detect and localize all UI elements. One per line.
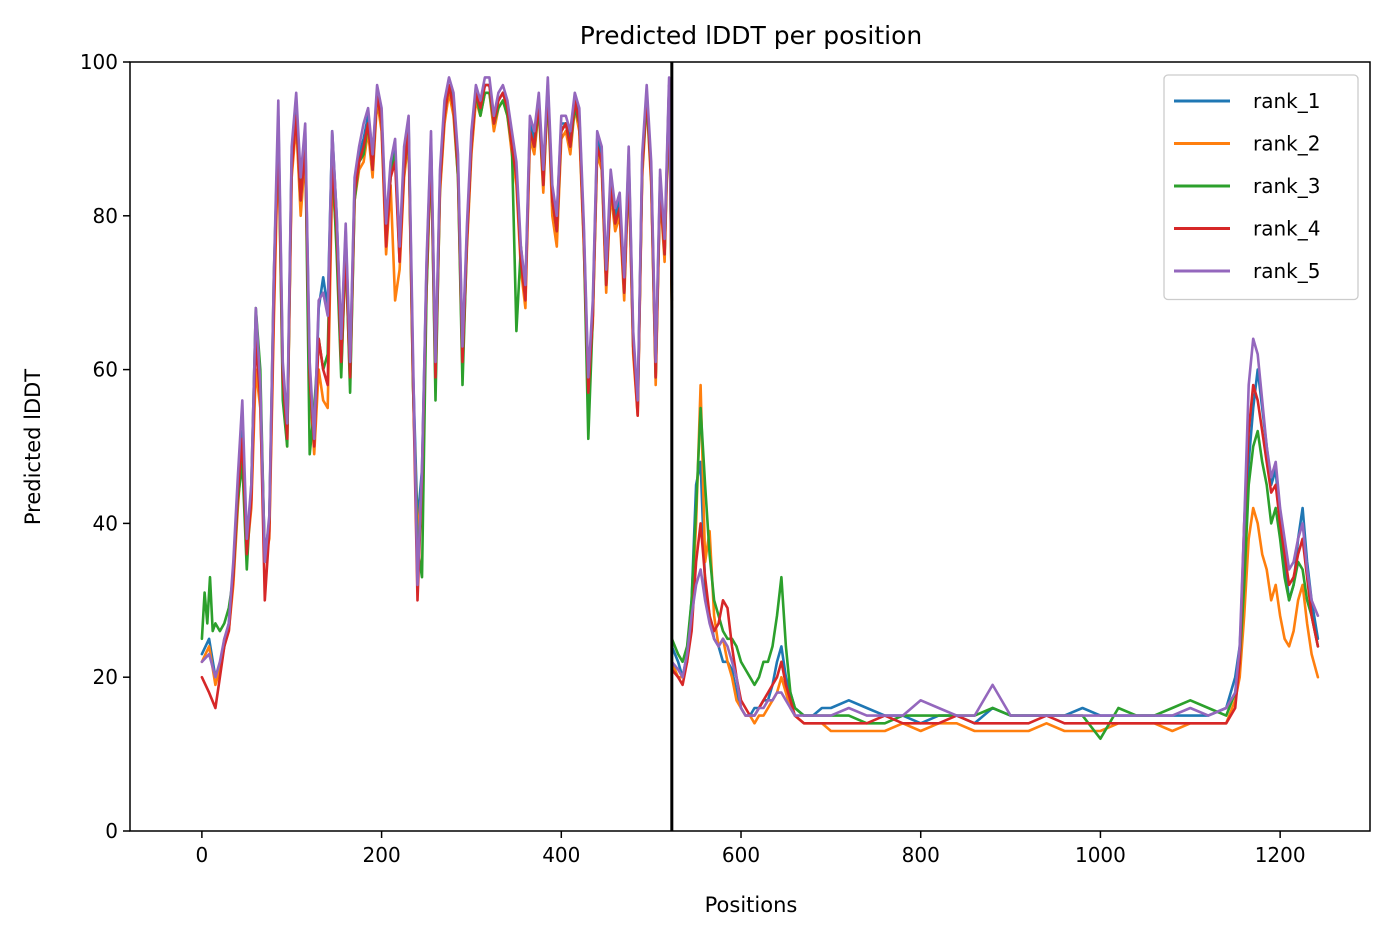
y-tick-label: 60	[93, 358, 118, 382]
legend: rank_1 rank_2 rank_3 rank_4 rank_5	[1163, 74, 1359, 301]
legend-label-rank_2: rank_2	[1253, 132, 1320, 156]
y-axis-title: Predicted lDDT	[21, 369, 45, 525]
y-tick-label: 40	[93, 511, 118, 535]
x-tick-label: 200	[363, 843, 401, 867]
x-axis-title: Positions	[705, 893, 798, 917]
series-line-rank_4-8	[670, 383, 1320, 725]
legend-label-rank_3: rank_3	[1253, 174, 1320, 198]
series-layer	[200, 76, 1320, 741]
y-tick-label: 80	[93, 204, 118, 228]
y-tick-label: 100	[80, 50, 118, 74]
x-tick-label: 1000	[1075, 843, 1126, 867]
series-line-rank_5-9	[670, 337, 1320, 717]
series-line-rank_5-4	[200, 76, 674, 679]
y-axis: 0 20 40 60 80 100	[80, 50, 130, 843]
series-line-rank_3-7	[670, 406, 1320, 741]
x-tick-label: 1200	[1255, 843, 1306, 867]
legend-label-rank_1: rank_1	[1253, 89, 1320, 113]
y-tick-label: 20	[93, 665, 118, 689]
plot-frame	[129, 61, 1371, 832]
legend-label-rank_4: rank_4	[1253, 217, 1320, 241]
chart-title: Predicted lDDT per position	[580, 21, 922, 50]
x-tick-label: 400	[542, 843, 580, 867]
x-tick-label: 0	[196, 843, 209, 867]
x-tick-label: 600	[722, 843, 760, 867]
x-axis: 0 200 400 600 800 1000 1200	[196, 831, 1306, 867]
x-tick-label: 800	[902, 843, 940, 867]
legend-box	[1163, 74, 1359, 301]
y-tick-label: 0	[105, 819, 118, 843]
series-line-rank_2-6	[670, 383, 1320, 733]
legend-label-rank_5: rank_5	[1253, 259, 1320, 283]
